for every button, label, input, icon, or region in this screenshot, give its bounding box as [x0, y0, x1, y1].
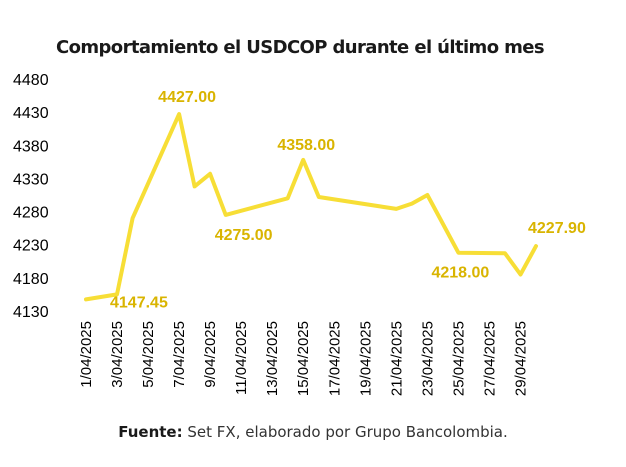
x-tick-label: 3/04/2025: [109, 321, 126, 388]
y-tick-label: 4380: [13, 138, 49, 155]
data-labels: 4147.45 4427.00 4275.00 4358.00 4218.00 4227.…: [110, 89, 586, 311]
x-tick-label: 15/04/2025: [295, 321, 312, 396]
data-label: 4147.45: [110, 294, 168, 311]
chart-title: Comportamiento el USDCOP durante el últi…: [56, 37, 544, 58]
x-tick-label: 19/04/2025: [357, 321, 374, 396]
y-tick-label: 4130: [13, 304, 49, 321]
data-label: 4358.00: [277, 137, 335, 154]
data-label: 4427.00: [158, 89, 216, 106]
series-usdcop: [84, 112, 538, 302]
y-axis: 4480 4430 4380 4330 4280 4230 4180 4130: [13, 72, 49, 321]
x-tick-label: 11/04/2025: [233, 321, 250, 395]
data-label: 4218.00: [431, 265, 489, 282]
source-label: Fuente:: [118, 423, 183, 441]
data-label: 4227.90: [528, 220, 586, 237]
y-tick-label: 4480: [13, 72, 49, 89]
y-tick-label: 4330: [13, 171, 49, 188]
x-tick-label: 23/04/2025: [419, 321, 436, 396]
x-tick-label: 13/04/2025: [264, 321, 281, 396]
source-text: Set FX, elaborado por Grupo Bancolombia.: [187, 423, 508, 441]
x-tick-label: 21/04/2025: [388, 321, 405, 396]
x-axis: 1/04/2025 3/04/2025 5/04/2025 7/04/2025 9/04…: [78, 321, 529, 396]
x-tick-label: 27/04/2025: [481, 321, 498, 396]
source-note: Fuente: Set FX, elaborado por Grupo Banc…: [0, 423, 626, 441]
y-tick-label: 4180: [13, 271, 49, 288]
x-tick-label: 29/04/2025: [512, 321, 529, 396]
data-label: 4275.00: [215, 227, 273, 244]
x-tick-label: 9/04/2025: [202, 321, 219, 388]
x-tick-label: 25/04/2025: [450, 321, 467, 396]
y-tick-label: 4230: [13, 238, 49, 255]
y-tick-label: 4430: [13, 105, 49, 122]
x-tick-label: 7/04/2025: [171, 321, 188, 388]
x-tick-label: 5/04/2025: [140, 321, 157, 388]
series-line: [84, 112, 538, 302]
y-tick-label: 4280: [13, 205, 49, 222]
x-tick-label: 1/04/2025: [78, 321, 95, 388]
x-tick-label: 17/04/2025: [326, 321, 343, 396]
